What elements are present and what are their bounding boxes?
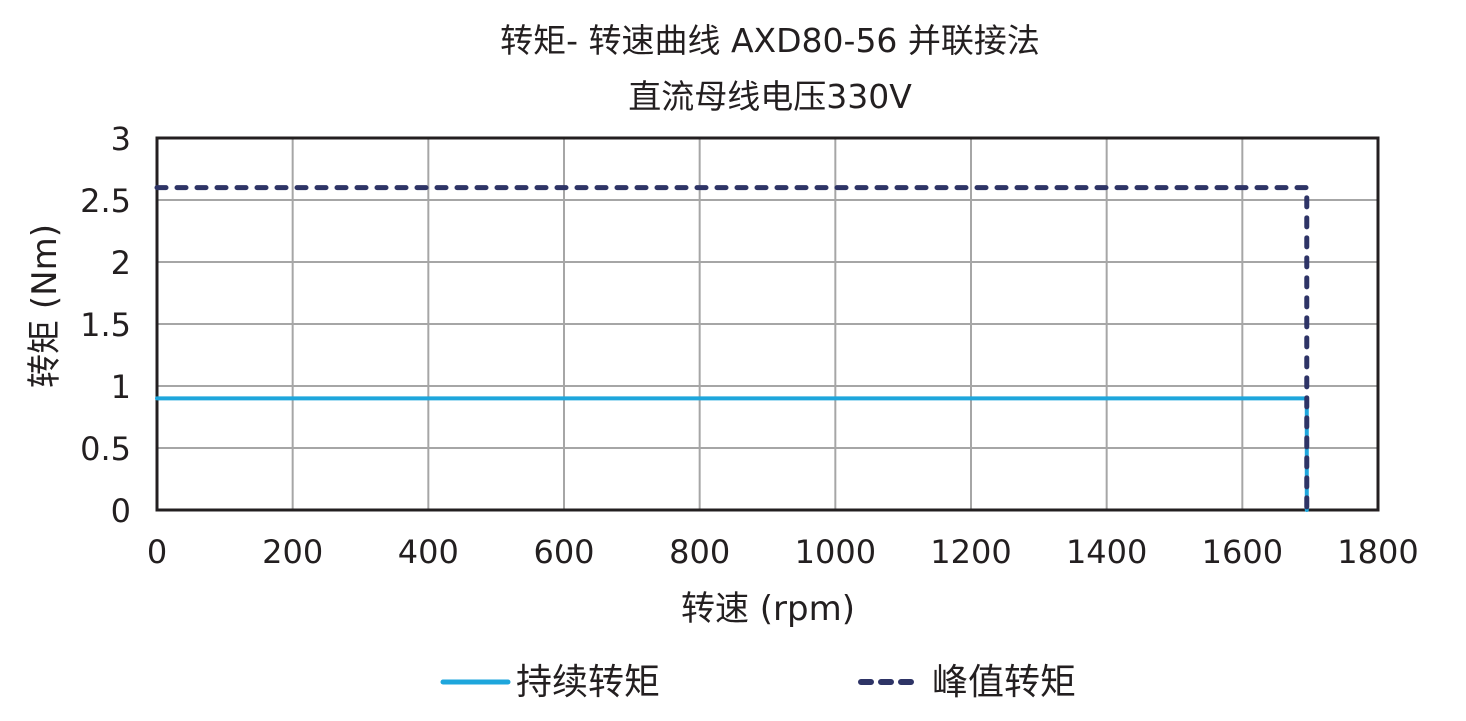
chart-title: 转矩- 转速曲线 AXD80-56 并联接法	[500, 21, 1040, 60]
y-tick-label: 1	[111, 368, 131, 406]
x-tick-label: 400	[398, 533, 459, 571]
legend-peak-label: 峰值转矩	[932, 662, 1076, 703]
y-tick-label: 2.5	[80, 182, 131, 220]
legend-continuous-label: 持续转矩	[516, 662, 660, 703]
grid-lines	[156, 137, 1379, 511]
x-tick-label: 1400	[1066, 533, 1147, 571]
x-tick-label: 1000	[795, 533, 876, 571]
y-axis-label: 转矩 (Nm)	[25, 224, 65, 388]
data-series	[154, 185, 1310, 513]
x-tick-label: 800	[669, 533, 730, 571]
x-axis-ticks: 0 200 400 600 800 1000 1200 1400 1600 1800	[147, 533, 1419, 571]
continuous-torque-line	[155, 396, 1309, 512]
y-tick-label: 0.5	[80, 430, 131, 468]
plot-frame	[155, 136, 1380, 512]
x-tick-label: 1600	[1202, 533, 1283, 571]
y-tick-label: 2	[111, 244, 131, 282]
x-axis-label: 转速 (rpm)	[681, 589, 855, 629]
chart-subtitle: 直流母线电压330V	[628, 77, 912, 116]
legend: 持续转矩 峰值转矩	[440, 662, 1076, 703]
peak-torque-line	[154, 185, 1310, 513]
y-axis-ticks: 0 0.5 1 1.5 2 2.5 3	[80, 120, 131, 530]
x-tick-label: 1200	[930, 533, 1011, 571]
x-tick-label: 0	[147, 533, 167, 571]
x-tick-label: 1800	[1337, 533, 1418, 571]
y-tick-label: 0	[111, 492, 131, 530]
y-tick-label: 3	[111, 120, 131, 158]
x-tick-label: 200	[262, 533, 323, 571]
x-tick-label: 600	[533, 533, 594, 571]
y-tick-label: 1.5	[80, 306, 131, 344]
